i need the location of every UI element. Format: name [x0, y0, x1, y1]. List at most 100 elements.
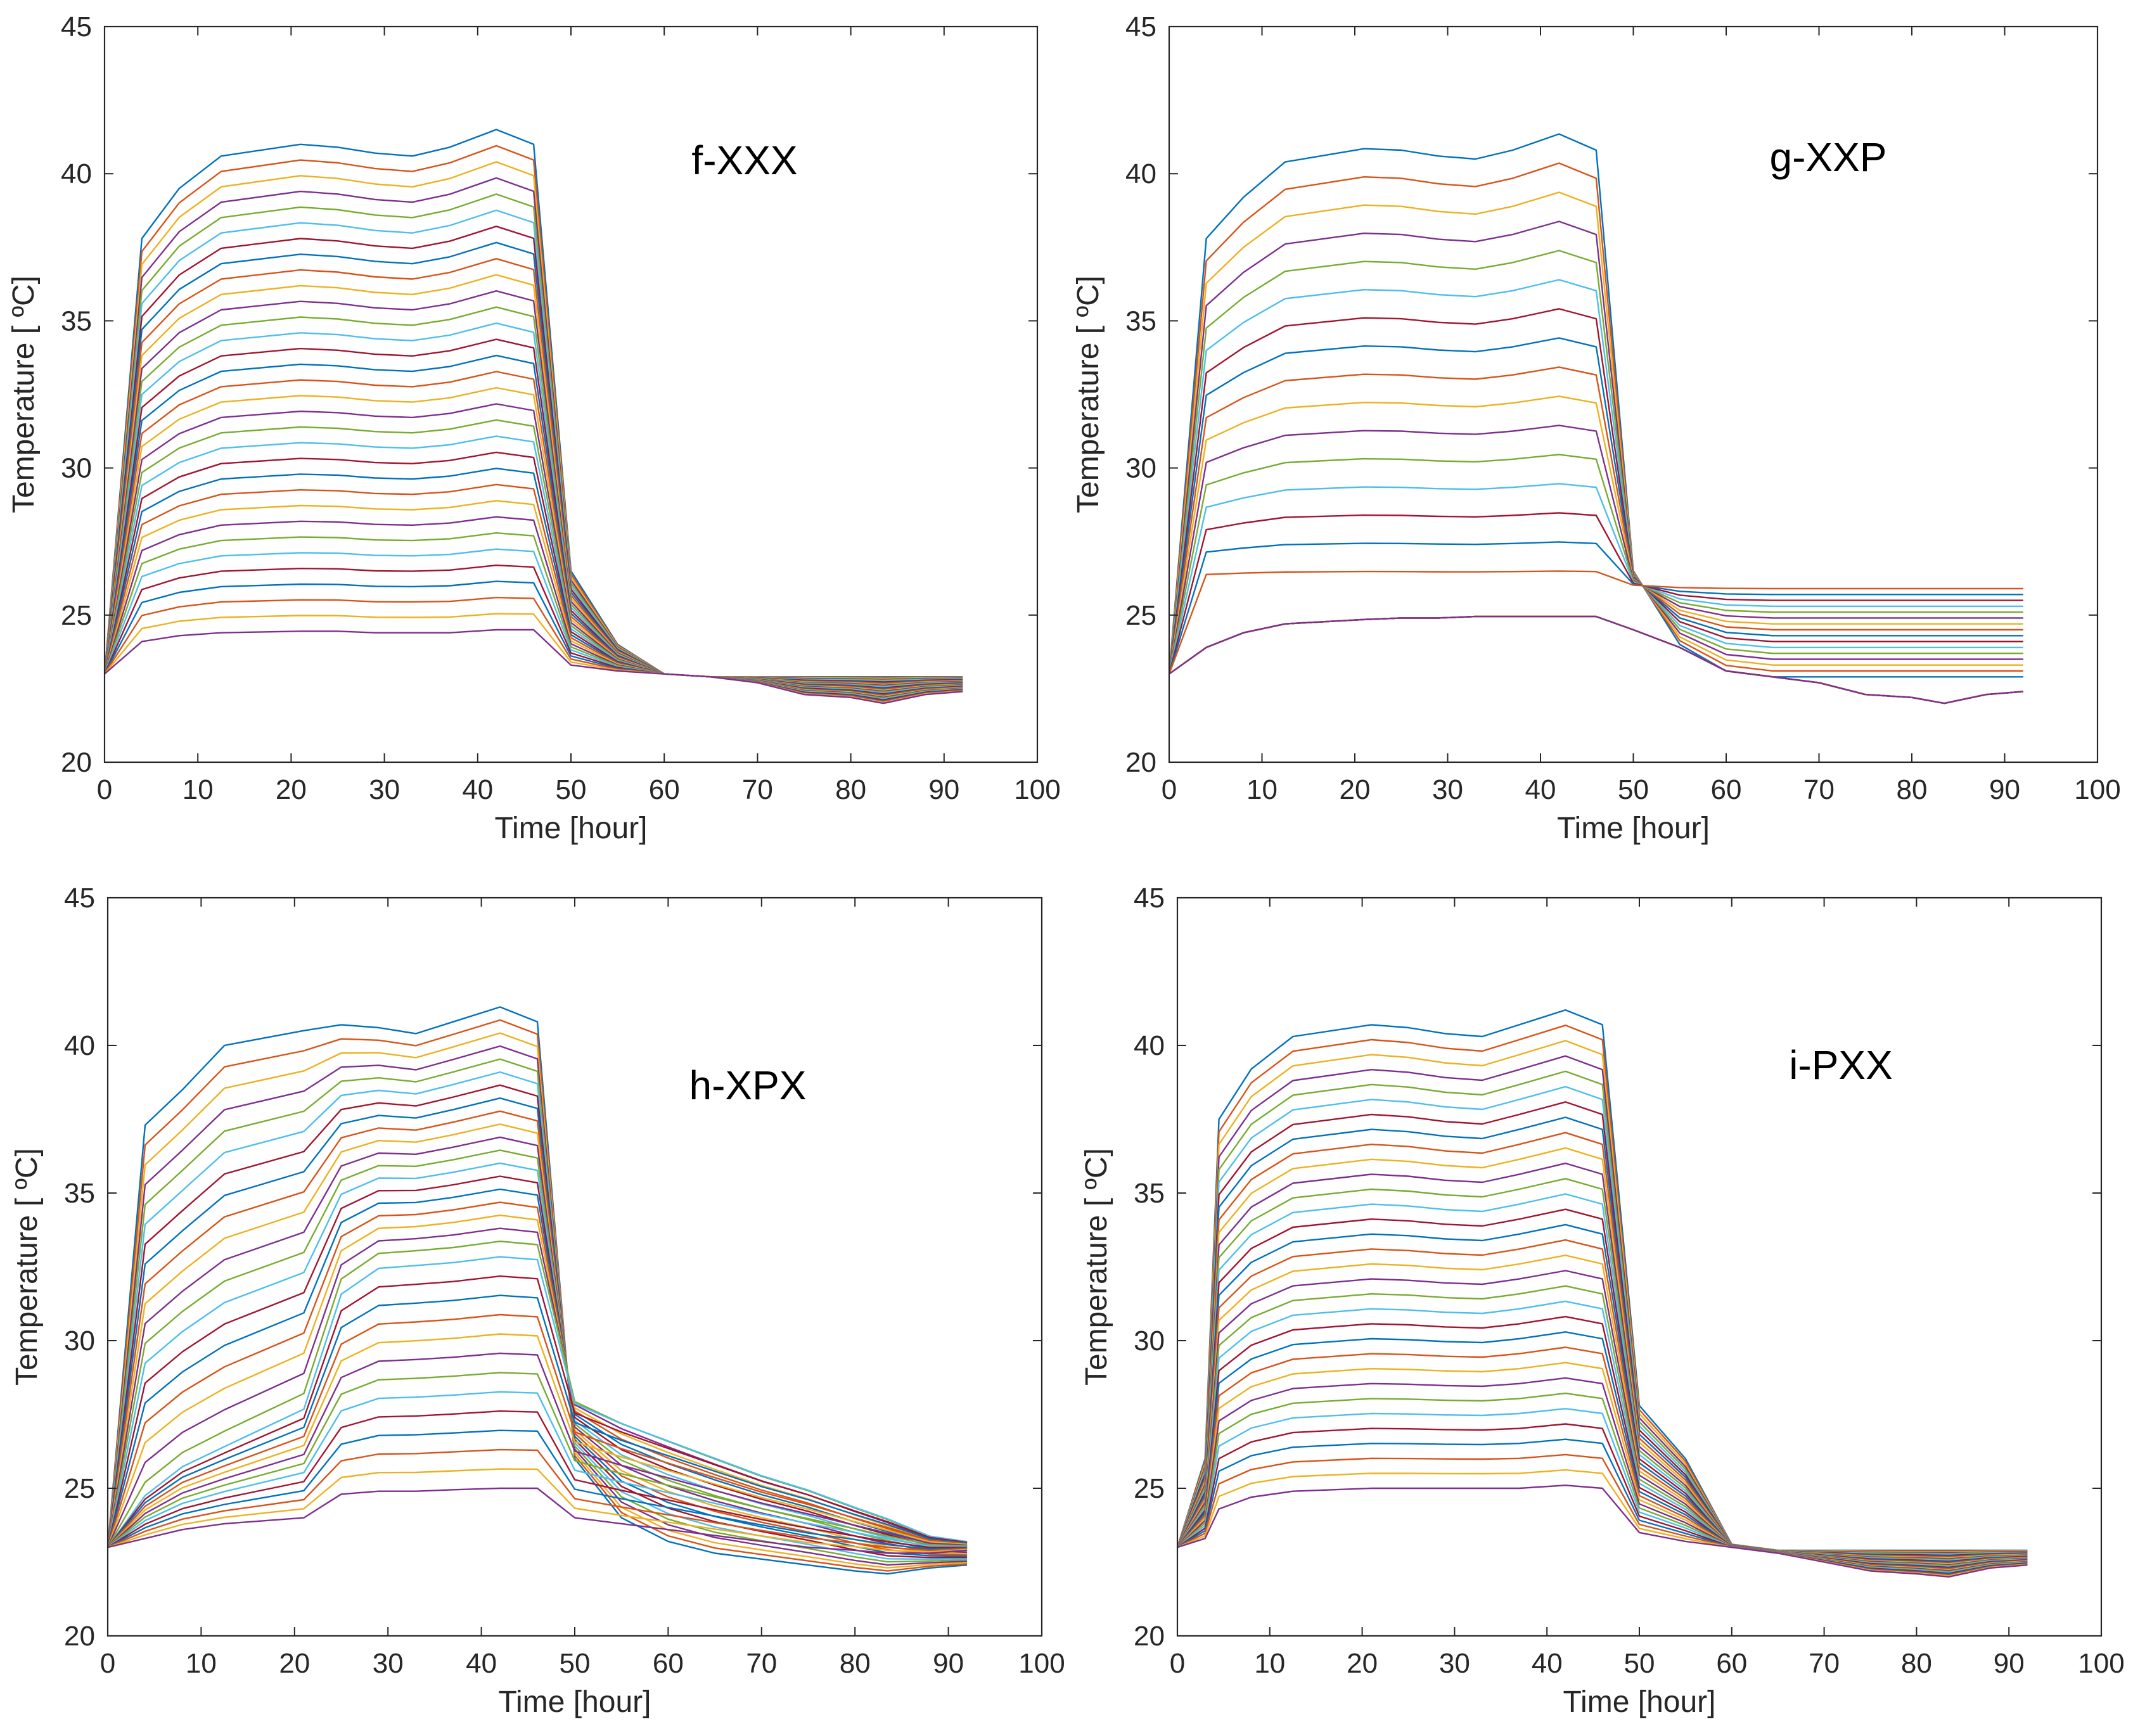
x-tick-label: 30 — [373, 1648, 404, 1679]
chart-panel-i-PXX: 0 10 20 30 40 50 60 70 80 90 100 20 25 30 35 40 45 Time [… — [1080, 883, 2125, 1719]
y-tick-label: 35 — [64, 1178, 95, 1209]
x-tick-label: 60 — [649, 774, 680, 805]
series-line-9 — [108, 1110, 968, 1556]
x-tick-label: 20 — [276, 774, 307, 805]
y-tick-label: 45 — [64, 883, 95, 914]
y-tick-label: 35 — [1134, 1178, 1165, 1209]
series-line-23 — [108, 1313, 968, 1548]
x-tick-label: 60 — [653, 1648, 684, 1679]
x-tick-label: 100 — [1018, 1648, 1065, 1679]
x-tick-label: 0 — [1162, 774, 1177, 805]
y-tick-label: 25 — [1134, 1473, 1165, 1504]
series-line-12 — [1169, 454, 2023, 674]
x-tick-label: 40 — [462, 774, 493, 805]
series-line-25 — [108, 1352, 968, 1548]
series-line-10 — [108, 1123, 968, 1555]
y-tick-label: 25 — [1125, 600, 1156, 631]
x-tick-label: 40 — [1532, 1648, 1563, 1679]
chart-panel-f-XXX: 0 10 20 30 40 50 60 70 80 90 100 20 25 30 35 40 45 Time [… — [7, 11, 1061, 845]
x-tick-label: 10 — [1246, 774, 1278, 805]
x-tick-label: 90 — [1989, 774, 2020, 805]
x-tick-label: 80 — [1897, 774, 1928, 805]
series-line-7 — [108, 1084, 968, 1559]
y-tick-label: 40 — [1134, 1030, 1165, 1061]
x-tick-label: 0 — [1170, 1648, 1185, 1679]
series-group — [108, 1006, 968, 1575]
series-line-4 — [108, 1045, 968, 1566]
series-line-21 — [108, 1275, 968, 1548]
x-tick-label: 40 — [1525, 774, 1556, 805]
x-tick-label: 50 — [556, 774, 587, 805]
y-axis-label: Temperature [ ºC] — [7, 276, 41, 513]
y-axis-label: Temperature [ ºC] — [10, 1148, 44, 1386]
y-tick-label: 45 — [1125, 11, 1156, 42]
series-line-10 — [1169, 395, 2023, 674]
series-line-11 — [1169, 424, 2023, 674]
x-tick-label: 20 — [1347, 1648, 1378, 1679]
series-line-9 — [1169, 366, 2023, 674]
x-tick-label: 50 — [560, 1648, 591, 1679]
series-line-8 — [108, 1097, 968, 1557]
x-axis-label: Time [hour] — [1557, 812, 1710, 845]
series-line-24 — [108, 1333, 968, 1548]
x-tick-label: 70 — [742, 774, 773, 805]
series-line-3 — [1169, 191, 2023, 674]
x-tick-label: 80 — [840, 1648, 871, 1679]
series-line-3 — [108, 1032, 968, 1569]
x-tick-label: 10 — [1254, 1648, 1285, 1679]
series-line-2 — [1169, 162, 2023, 674]
series-group — [1169, 133, 2023, 705]
series-line-11 — [108, 1136, 968, 1554]
series-line-16 — [1169, 570, 2023, 675]
y-tick-label: 25 — [61, 600, 92, 631]
x-tick-label: 70 — [746, 1648, 777, 1679]
series-group — [105, 129, 963, 705]
series-line-20 — [108, 1256, 968, 1548]
y-tick-label: 20 — [1125, 747, 1156, 778]
x-tick-label: 30 — [1432, 774, 1463, 805]
series-line-5 — [108, 1058, 968, 1563]
y-tick-label: 30 — [1134, 1325, 1165, 1356]
y-tick-label: 40 — [1125, 158, 1156, 189]
series-line-6 — [1169, 279, 2023, 674]
series-line-15 — [1169, 541, 2023, 675]
y-tick-label: 40 — [61, 158, 92, 189]
y-tick-label: 30 — [61, 453, 92, 484]
series-line-28 — [108, 1410, 968, 1548]
series-group — [1177, 1009, 2028, 1578]
series-line-22 — [108, 1294, 968, 1548]
x-tick-label: 0 — [97, 774, 112, 805]
x-tick-label: 100 — [2074, 774, 2120, 805]
series-line-4 — [1169, 220, 2023, 674]
y-tick-label: 35 — [61, 305, 92, 336]
x-tick-label: 70 — [1809, 1648, 1840, 1679]
series-line-27 — [108, 1391, 968, 1548]
series-line-30 — [108, 1448, 968, 1552]
y-tick-label: 30 — [64, 1325, 95, 1356]
y-tick-label: 20 — [61, 747, 92, 778]
x-tick-label: 70 — [1803, 774, 1835, 805]
x-tick-label: 40 — [466, 1648, 497, 1679]
x-tick-label: 30 — [1439, 1648, 1470, 1679]
x-tick-label: 90 — [1994, 1648, 2025, 1679]
x-axis-label: Time [hour] — [1563, 1685, 1716, 1719]
series-line-32 — [1177, 1484, 2028, 1578]
series-line-5 — [1169, 250, 2023, 674]
y-tick-label: 20 — [1134, 1621, 1165, 1652]
series-line-32 — [1169, 615, 2023, 705]
series-line-32 — [108, 1487, 968, 1554]
y-tick-label: 25 — [64, 1473, 95, 1504]
y-tick-label: 30 — [1125, 453, 1156, 484]
series-line-1 — [1169, 133, 2023, 678]
x-tick-label: 10 — [186, 1648, 217, 1679]
chart-panel-g-XXP: 0 10 20 30 40 50 60 70 80 90 100 20 25 30 35 40 45 Time [… — [1072, 11, 2121, 845]
x-tick-label: 100 — [1014, 774, 1060, 805]
x-tick-label: 50 — [1624, 1648, 1655, 1679]
series-line-7 — [1169, 308, 2023, 674]
series-line-13 — [1169, 483, 2023, 674]
panel-title: h-XPX — [689, 1063, 807, 1108]
x-tick-label: 50 — [1618, 774, 1649, 805]
x-tick-label: 10 — [183, 774, 214, 805]
